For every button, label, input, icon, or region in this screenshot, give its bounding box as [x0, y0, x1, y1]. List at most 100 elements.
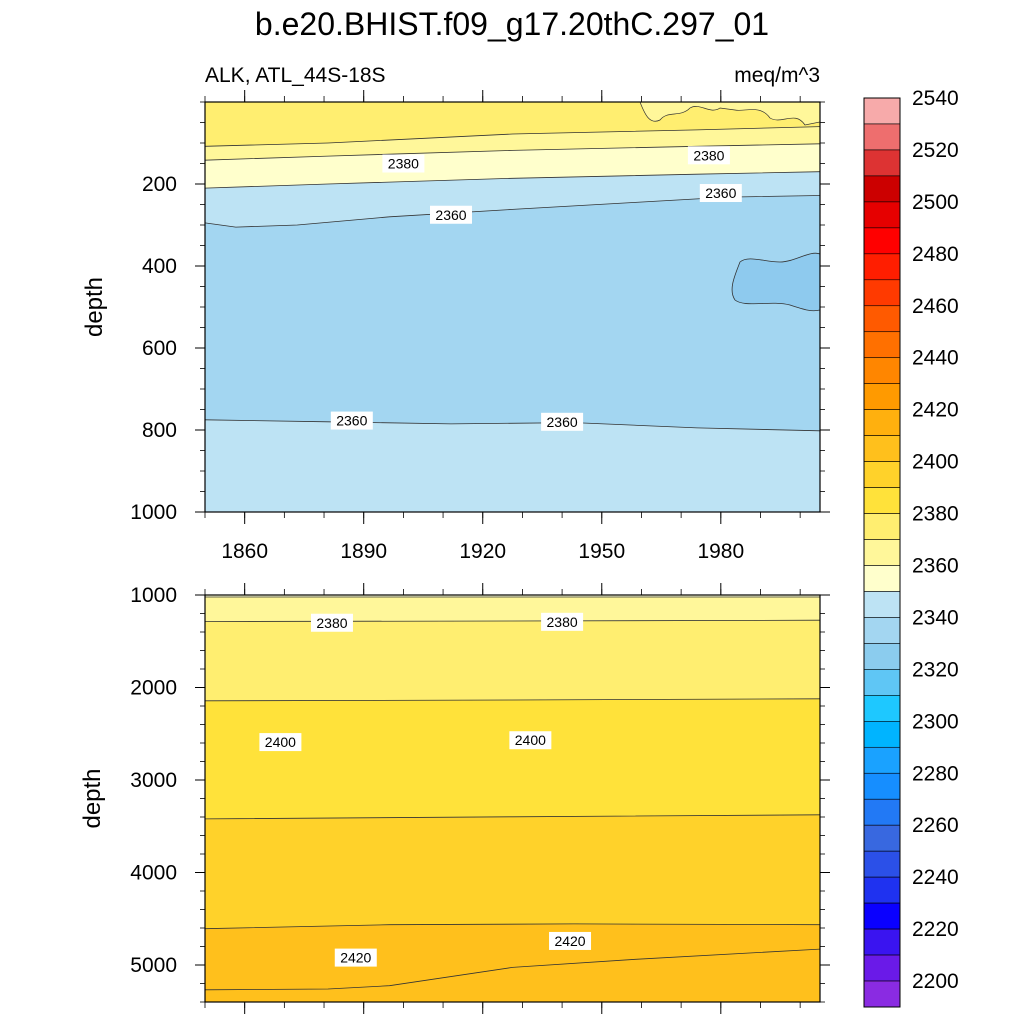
contour-label-box [334, 948, 377, 967]
colorbar-swatch [863, 383, 901, 410]
contour-label: 2360 [336, 413, 367, 429]
x-tick-label: 1890 [340, 540, 387, 563]
colorbar-label: 2500 [912, 191, 959, 214]
colorbar-frame [863, 97, 901, 1008]
contour-label: 2360 [435, 207, 466, 223]
contour-label: 2420 [554, 933, 585, 949]
colorbar-label: 2300 [912, 710, 959, 733]
contour-label: 2360 [705, 185, 736, 201]
contour-label: 2400 [265, 734, 296, 750]
colorbar-swatch [863, 227, 901, 255]
lower-depth-panel: 2380 2380 2400 2400 2420 2420 1000 2000 3000 4000… [79, 583, 830, 1014]
colorbar-swatch [863, 175, 901, 203]
contour-label: 2380 [693, 147, 724, 163]
y-axis-label: depth [79, 768, 106, 828]
colorbar-swatch [863, 97, 901, 125]
colorbar-label: 2280 [912, 762, 959, 785]
colorbar-label: 2220 [912, 918, 959, 941]
colorbar-swatch [863, 591, 901, 618]
y-tick-label: 600 [142, 337, 177, 360]
chart-subtitle-left: ALK, ATL_44S-18S [205, 64, 386, 87]
contour-label-box [541, 412, 584, 431]
contour-label-box [382, 154, 425, 173]
contour-label-box [699, 184, 742, 203]
contour-region [731, 252, 821, 312]
colorbar-swatch [863, 539, 901, 566]
colorbar-swatch [863, 123, 901, 151]
contour-label-box [549, 931, 592, 950]
y-tick-label: 1000 [130, 584, 177, 607]
contour-label-box [509, 731, 552, 750]
x-tick-label: 1920 [459, 540, 506, 563]
contour-line [204, 698, 821, 702]
colorbar-swatch [863, 435, 901, 462]
band-fill [205, 923, 820, 1002]
colorbar-swatch [863, 357, 901, 384]
colorbar-swatch [863, 824, 901, 852]
colorbar-swatch [863, 253, 901, 281]
colorbar-swatch [863, 876, 901, 904]
colorbar-label: 2360 [912, 554, 959, 577]
x-tick-label: 1860 [221, 540, 268, 563]
y-tick-label: 1000 [130, 501, 177, 524]
contour-label: 2380 [316, 615, 347, 631]
colorbar-swatch [863, 980, 901, 1008]
colorbar-swatch [863, 487, 901, 514]
colorbar-swatch [863, 928, 901, 956]
y-tick-label: 2000 [130, 677, 177, 700]
colorbar-swatch [863, 695, 901, 722]
colorbar-swatch [863, 746, 901, 774]
colorbar-label: 2400 [912, 451, 959, 474]
y-tick-label: 5000 [130, 954, 177, 977]
x-tick-label: 1950 [578, 540, 625, 563]
colorbar-label: 2420 [912, 399, 959, 422]
colorbar-label: 2480 [912, 243, 959, 266]
contour-line [204, 143, 821, 161]
colorbar-swatch [863, 149, 901, 177]
y-tick-label: 200 [142, 173, 177, 196]
colorbar-label: 2260 [912, 814, 959, 837]
colorbar-label: 2540 [912, 87, 959, 110]
colorbar-swatch [863, 565, 901, 592]
colorbar-swatch [863, 513, 901, 540]
contour-line [204, 419, 821, 432]
contour-line [204, 171, 821, 189]
colorbar-swatch [863, 409, 901, 436]
colorbar-swatch [863, 461, 901, 488]
chart-title: b.e20.BHIST.f09_g17.20thC.297_01 [255, 6, 769, 42]
contour-label-box [687, 146, 730, 165]
colorbar-swatch [863, 954, 901, 982]
colorbar-label: 2380 [912, 503, 959, 526]
colorbar-swatch [863, 279, 901, 307]
y-tick-label: 800 [142, 419, 177, 442]
x-tick-label: 1980 [697, 540, 744, 563]
colorbar-label: 2200 [912, 970, 959, 993]
colorbar-label: 2440 [912, 347, 959, 370]
contour-label-box [330, 411, 373, 430]
contour-label-box [310, 613, 353, 632]
colorbar-label: 2340 [912, 606, 959, 629]
upper-depth-panel: 2380 2380 2360 2360 2360 2360 200 400 600 800 1000… [81, 90, 830, 563]
contour-label: 2360 [547, 414, 578, 430]
colorbar-swatch [863, 721, 901, 748]
contour-label: 2400 [515, 732, 546, 748]
y-axis-label: depth [81, 277, 108, 337]
contour-line [204, 814, 821, 820]
contour-label: 2420 [340, 950, 371, 966]
y-tick-label: 400 [142, 255, 177, 278]
colorbar-swatch [863, 305, 901, 333]
colorbar-swatch [863, 902, 901, 930]
contour-region [639, 101, 821, 126]
colorbar-label: 2520 [912, 139, 959, 162]
colorbar-label: 2460 [912, 295, 959, 318]
contour-line [204, 619, 821, 622]
colorbar-label: 2320 [912, 658, 959, 681]
contour-label-box [541, 612, 584, 631]
chart-units: meq/m^3 [734, 64, 820, 87]
contour-label-box [430, 205, 472, 224]
colorbar-swatch [863, 617, 901, 644]
y-tick-label: 4000 [130, 862, 177, 885]
contour-line [204, 923, 821, 930]
colorbar-label: 2240 [912, 866, 959, 889]
